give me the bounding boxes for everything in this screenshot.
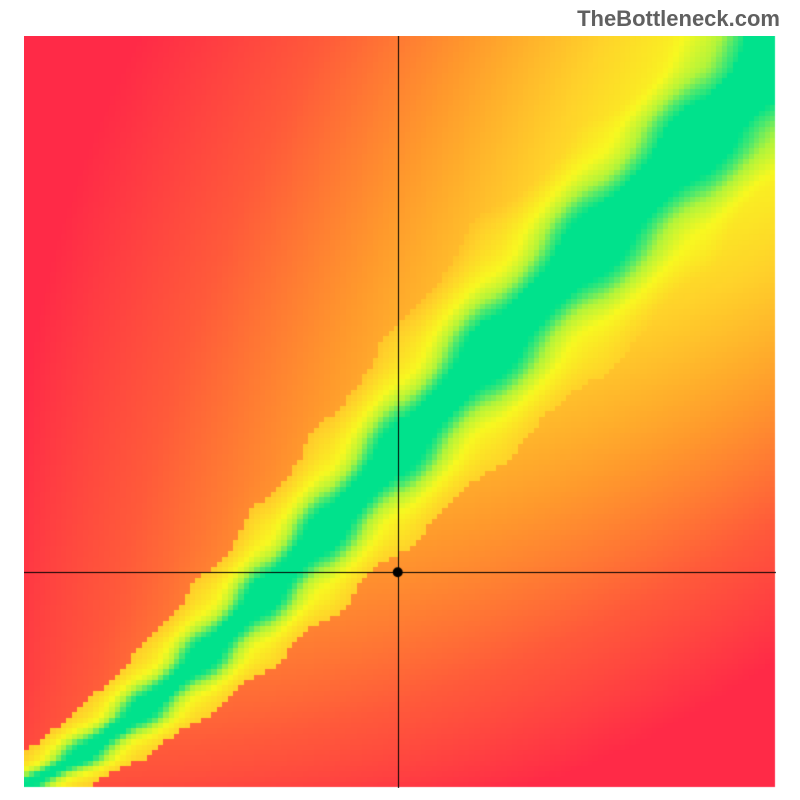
watermark-text: TheBottleneck.com xyxy=(577,6,780,32)
heatmap-canvas xyxy=(24,36,776,788)
chart-container: TheBottleneck.com xyxy=(0,0,800,800)
heatmap-plot xyxy=(24,36,776,788)
